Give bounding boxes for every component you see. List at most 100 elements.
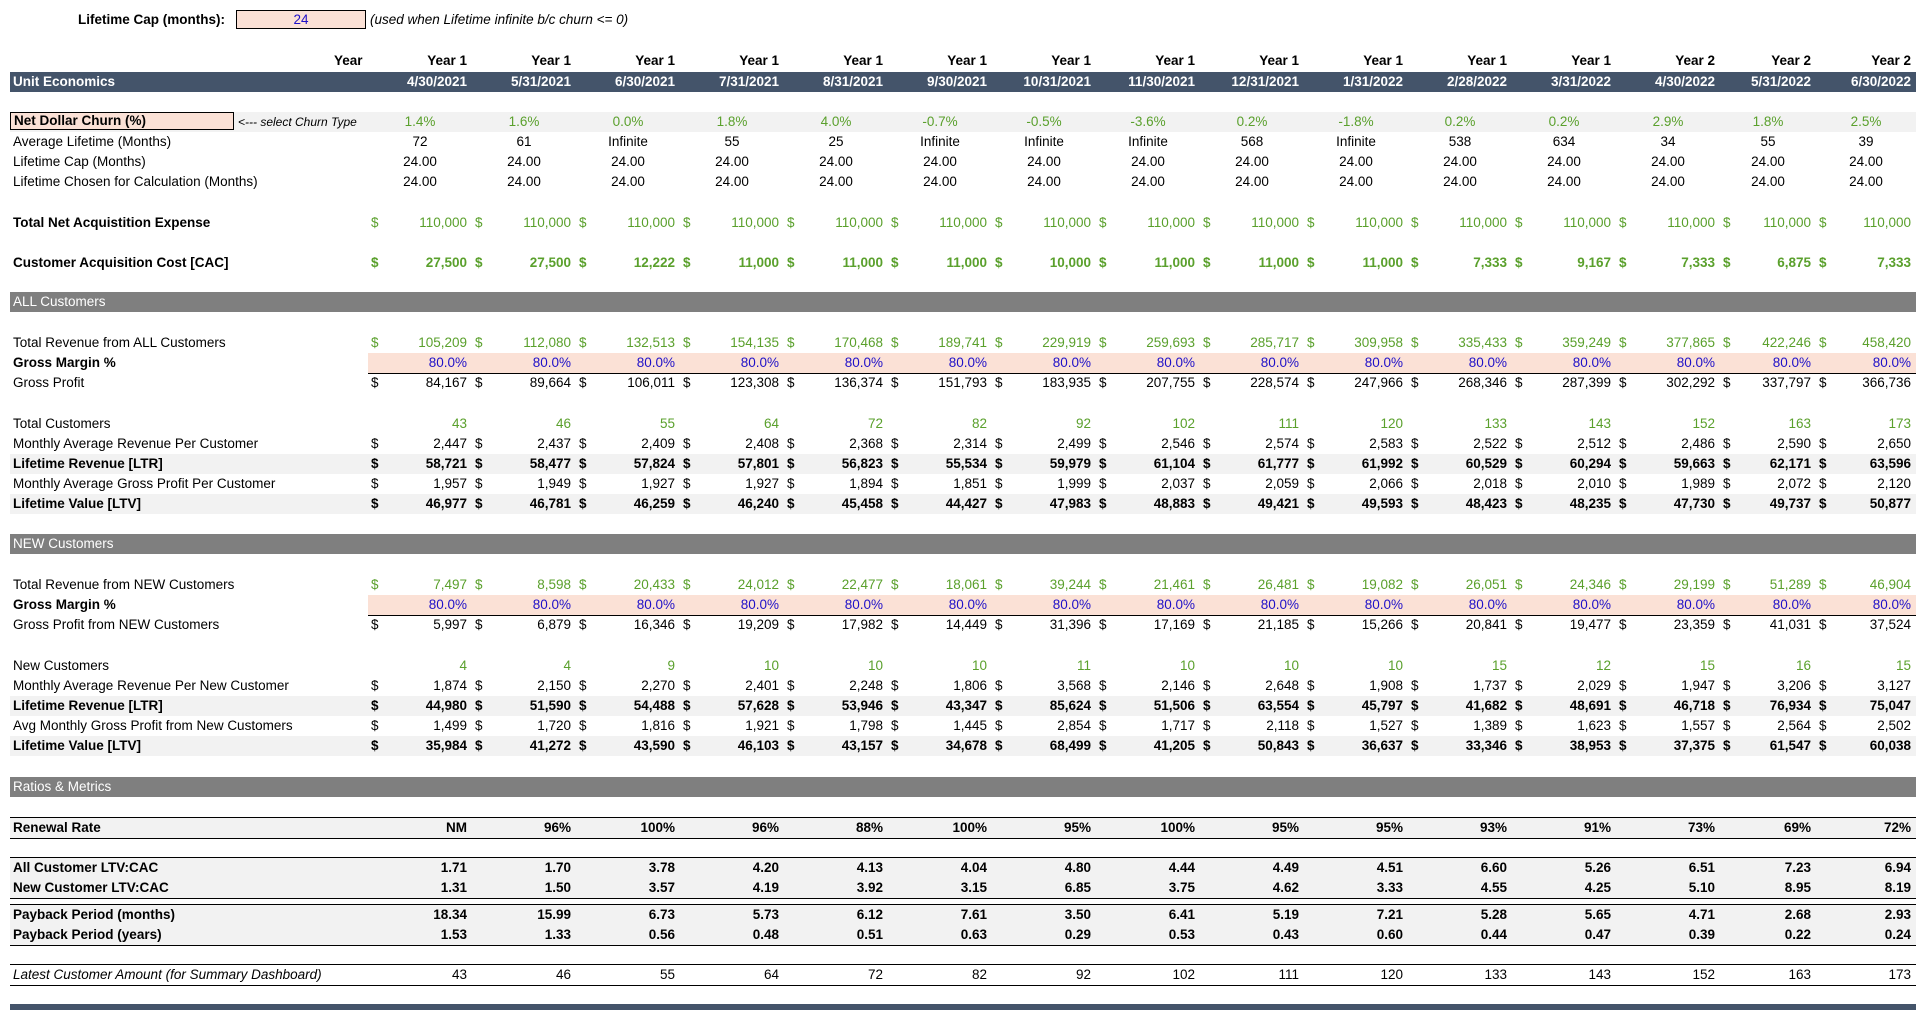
churn-cell[interactable]: 0.2% xyxy=(1512,112,1616,132)
payback-years-cell[interactable]: 0.56 xyxy=(576,925,680,945)
churn-cell[interactable]: 2.9% xyxy=(1616,112,1720,132)
all-magp-cell[interactable]: $1,989 xyxy=(1616,474,1720,494)
all-magp-cell[interactable]: $2,059 xyxy=(1200,474,1304,494)
lifetime-chosen-cell[interactable]: 24.00 xyxy=(1512,172,1616,192)
lifetime-cap-cell[interactable]: 24.00 xyxy=(1816,152,1916,172)
new-gm-cell[interactable]: 80.0% xyxy=(1616,595,1720,615)
acq-expense-cell[interactable]: $110,000 xyxy=(1096,213,1200,233)
all-ltr-cell[interactable]: $60,529 xyxy=(1408,454,1512,474)
avg-lifetime-cell[interactable]: Infinite xyxy=(576,132,680,152)
all-total-cell[interactable]: 102 xyxy=(1096,414,1200,434)
latest-amount-cell[interactable]: 173 xyxy=(1816,965,1916,985)
lifetime-chosen-cell[interactable]: 24.00 xyxy=(1816,172,1916,192)
new-count-cell[interactable]: 10 xyxy=(784,656,888,676)
date-cell[interactable]: 9/30/2021 xyxy=(888,72,992,92)
new-agp-cell[interactable]: $1,527 xyxy=(1304,716,1408,736)
cac-cell[interactable]: $7,333 xyxy=(1616,253,1720,273)
lifetime-cap-cell[interactable]: 24.00 xyxy=(1408,152,1512,172)
year-cell[interactable]: Year 1 xyxy=(1304,51,1408,71)
new-count-cell[interactable]: 10 xyxy=(1200,656,1304,676)
all-total-cell[interactable]: 64 xyxy=(680,414,784,434)
all-marpc-cell[interactable]: $2,522 xyxy=(1408,434,1512,454)
acq-expense-cell[interactable]: $110,000 xyxy=(1200,213,1304,233)
payback-months-cell[interactable]: 7.21 xyxy=(1304,905,1408,925)
new-ltr-cell[interactable]: $43,347 xyxy=(888,696,992,716)
new-gm-cell[interactable]: 80.0% xyxy=(1720,595,1816,615)
all-revenue-cell[interactable]: $112,080 xyxy=(472,333,576,353)
new-count-cell[interactable]: 4 xyxy=(472,656,576,676)
new-marpnc-cell[interactable]: $2,248 xyxy=(784,676,888,696)
lifetime-cap-cell[interactable]: 24.00 xyxy=(576,152,680,172)
churn-cell[interactable]: 0.2% xyxy=(1200,112,1304,132)
cac-cell[interactable]: $11,000 xyxy=(1304,253,1408,273)
all-ltv-cac-cell[interactable]: 4.49 xyxy=(1200,858,1304,878)
latest-amount-cell[interactable]: 143 xyxy=(1512,965,1616,985)
new-count-cell[interactable]: 12 xyxy=(1512,656,1616,676)
all-marpc-cell[interactable]: $2,512 xyxy=(1512,434,1616,454)
avg-lifetime-cell[interactable]: 61 xyxy=(472,132,576,152)
new-agp-cell[interactable]: $1,798 xyxy=(784,716,888,736)
lifetime-cap-cell[interactable]: 24.00 xyxy=(784,152,888,172)
lifetime-cap-input[interactable]: 24 xyxy=(236,10,366,29)
new-gp-cell[interactable]: $20,841 xyxy=(1408,615,1512,635)
new-ltr-cell[interactable]: $54,488 xyxy=(576,696,680,716)
all-gm-cell[interactable]: 80.0% xyxy=(784,353,888,373)
all-ltv-cell[interactable]: $48,883 xyxy=(1096,494,1200,514)
new-ltv-cell[interactable]: $34,678 xyxy=(888,736,992,756)
lifetime-chosen-cell[interactable]: 24.00 xyxy=(1200,172,1304,192)
payback-years-cell[interactable]: 0.44 xyxy=(1408,925,1512,945)
acq-expense-cell[interactable]: $110,000 xyxy=(888,213,992,233)
avg-lifetime-cell[interactable]: 55 xyxy=(680,132,784,152)
date-cell[interactable]: 10/31/2021 xyxy=(992,72,1096,92)
renewal-cell[interactable]: 100% xyxy=(1096,818,1200,838)
renewal-cell[interactable]: 96% xyxy=(472,818,576,838)
churn-cell[interactable]: -0.7% xyxy=(888,112,992,132)
payback-months-cell[interactable]: 7.61 xyxy=(888,905,992,925)
all-gm-cell[interactable]: 80.0% xyxy=(576,353,680,373)
all-marpc-cell[interactable]: $2,314 xyxy=(888,434,992,454)
all-gp-cell[interactable]: $247,966 xyxy=(1304,373,1408,393)
lifetime-chosen-cell[interactable]: 24.00 xyxy=(992,172,1096,192)
all-gp-cell[interactable]: $84,167 xyxy=(368,373,472,393)
all-total-cell[interactable]: 46 xyxy=(472,414,576,434)
new-count-cell[interactable]: 10 xyxy=(1304,656,1408,676)
all-ltv-cell[interactable]: $48,235 xyxy=(1512,494,1616,514)
all-marpc-cell[interactable]: $2,590 xyxy=(1720,434,1816,454)
latest-amount-cell[interactable]: 64 xyxy=(680,965,784,985)
all-ltr-cell[interactable]: $61,104 xyxy=(1096,454,1200,474)
all-total-cell[interactable]: 111 xyxy=(1200,414,1304,434)
new-ltv-cac-cell[interactable]: 5.10 xyxy=(1616,878,1720,898)
all-ltr-cell[interactable]: $60,294 xyxy=(1512,454,1616,474)
new-agp-cell[interactable]: $1,720 xyxy=(472,716,576,736)
all-ltv-cac-cell[interactable]: 4.51 xyxy=(1304,858,1408,878)
new-gp-cell[interactable]: $16,346 xyxy=(576,615,680,635)
lifetime-cap-cell[interactable]: 24.00 xyxy=(992,152,1096,172)
date-cell[interactable]: 1/31/2022 xyxy=(1304,72,1408,92)
all-gm-cell[interactable]: 80.0% xyxy=(1304,353,1408,373)
renewal-cell[interactable]: 95% xyxy=(1200,818,1304,838)
payback-months-cell[interactable]: 6.12 xyxy=(784,905,888,925)
new-revenue-cell[interactable]: $29,199 xyxy=(1616,575,1720,595)
year-cell[interactable]: Year 1 xyxy=(992,51,1096,71)
new-marpnc-cell[interactable]: $2,029 xyxy=(1512,676,1616,696)
all-total-cell[interactable]: 72 xyxy=(784,414,888,434)
renewal-cell[interactable]: 100% xyxy=(888,818,992,838)
all-marpc-cell[interactable]: $2,650 xyxy=(1816,434,1916,454)
lifetime-chosen-cell[interactable]: 24.00 xyxy=(680,172,784,192)
all-gm-cell[interactable]: 80.0% xyxy=(1408,353,1512,373)
payback-months-cell[interactable]: 5.65 xyxy=(1512,905,1616,925)
new-ltv-cell[interactable]: $43,590 xyxy=(576,736,680,756)
all-gp-cell[interactable]: $136,374 xyxy=(784,373,888,393)
all-ltv-cac-cell[interactable]: 3.78 xyxy=(576,858,680,878)
new-revenue-cell[interactable]: $18,061 xyxy=(888,575,992,595)
year-cell[interactable]: Year 1 xyxy=(680,51,784,71)
new-ltv-cell[interactable]: $41,205 xyxy=(1096,736,1200,756)
new-ltv-cell[interactable]: $37,375 xyxy=(1616,736,1720,756)
new-revenue-cell[interactable]: $46,904 xyxy=(1816,575,1916,595)
all-total-cell[interactable]: 82 xyxy=(888,414,992,434)
acq-expense-cell[interactable]: $110,000 xyxy=(784,213,888,233)
all-gp-cell[interactable]: $207,755 xyxy=(1096,373,1200,393)
all-total-cell[interactable]: 163 xyxy=(1720,414,1816,434)
new-agp-cell[interactable]: $1,389 xyxy=(1408,716,1512,736)
all-magp-cell[interactable]: $2,037 xyxy=(1096,474,1200,494)
